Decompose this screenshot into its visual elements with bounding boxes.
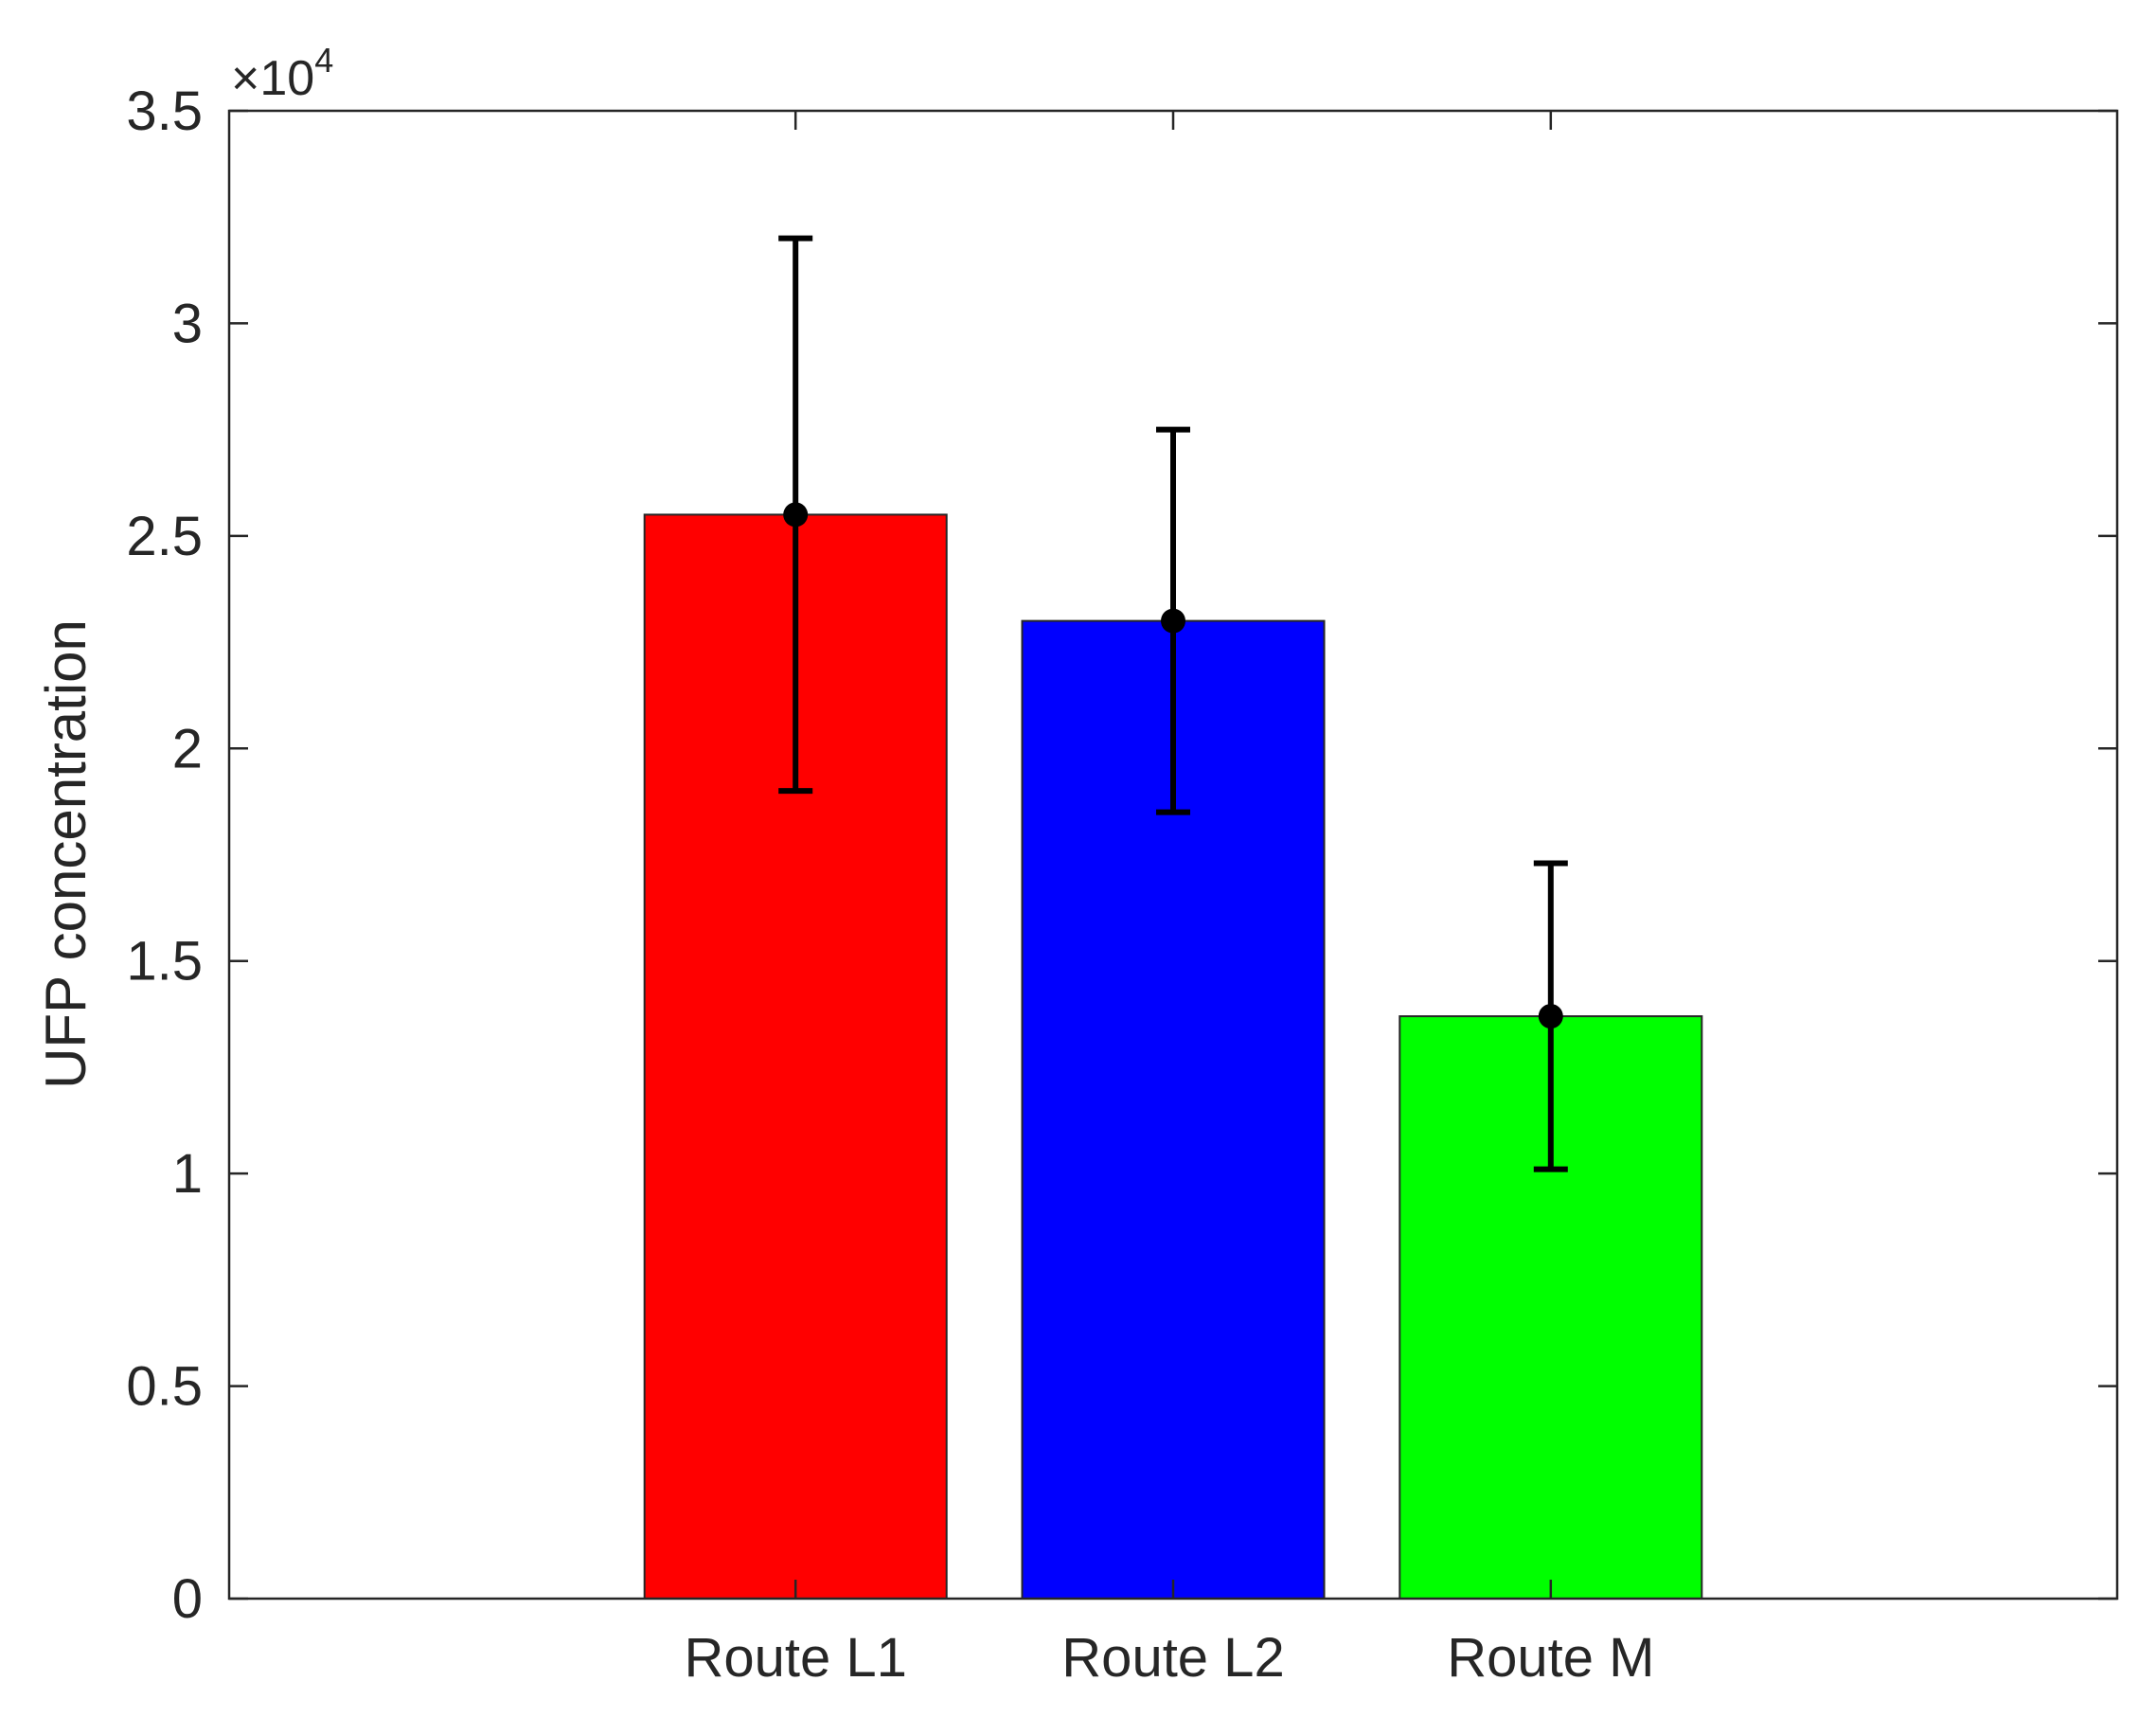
mean-marker — [783, 502, 809, 528]
x-tick-label: Route L1 — [684, 1627, 906, 1689]
y-tick-label: 3.5 — [126, 80, 203, 142]
x-tick-label: Route L2 — [1061, 1627, 1284, 1689]
mean-marker — [1538, 1004, 1563, 1029]
y-axis-ticks: 0 0.5 1 1.5 2 2.5 3 3.5 — [126, 80, 2117, 1630]
y-tick-label: 3 — [172, 293, 203, 354]
x-tick-label: Route M — [1447, 1627, 1654, 1689]
y-tick-label: 2 — [172, 718, 203, 779]
y-axis-label: UFP concentration — [34, 619, 98, 1089]
y-tick-label: 0.5 — [126, 1356, 203, 1418]
x-axis-ticks: Route L1 Route L2 Route M — [684, 111, 1654, 1689]
y-tick-label: 0 — [172, 1568, 203, 1630]
y-exponent-label: ×104 — [231, 41, 333, 106]
y-tick-label: 1.5 — [126, 931, 203, 993]
y-tick-label: 2.5 — [126, 506, 203, 567]
error-bars-group — [778, 235, 1568, 1172]
y-tick-label: 1 — [172, 1143, 203, 1205]
mean-marker — [1161, 608, 1185, 634]
